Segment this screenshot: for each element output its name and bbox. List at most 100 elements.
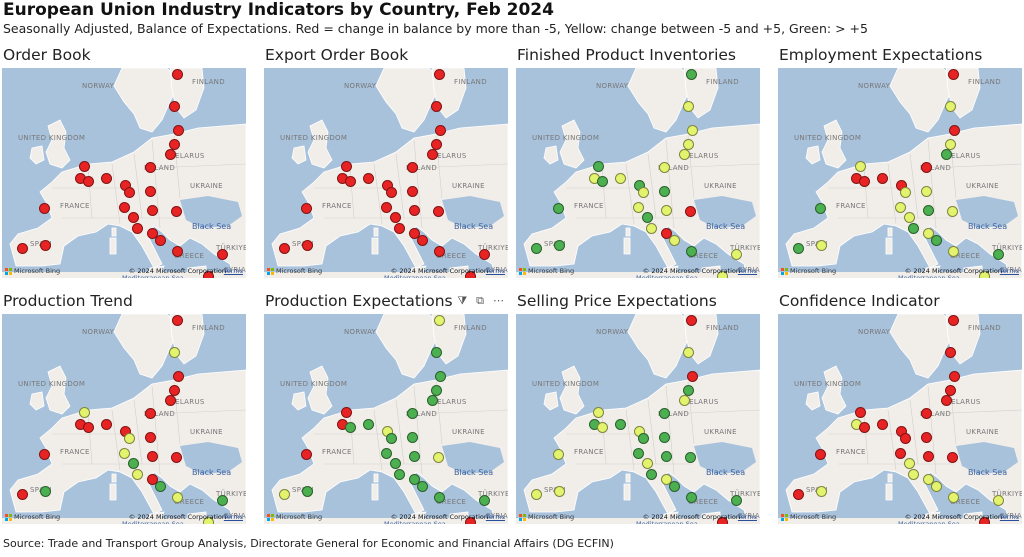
country-marker-hungary[interactable]	[146, 450, 158, 462]
country-marker-estonia[interactable]	[434, 370, 446, 382]
country-marker-estonia[interactable]	[948, 370, 960, 382]
country-marker-ireland[interactable]	[854, 406, 866, 418]
country-marker-austria[interactable]	[380, 447, 392, 459]
country-marker-sweden[interactable]	[430, 346, 442, 358]
country-marker-czechia[interactable]	[385, 186, 397, 198]
country-marker-luxembourg[interactable]	[100, 172, 112, 184]
country-marker-poland[interactable]	[406, 407, 418, 419]
country-marker-belgium[interactable]	[82, 175, 94, 187]
country-marker-slovakia[interactable]	[144, 185, 156, 197]
country-marker-lithuania[interactable]	[678, 148, 690, 160]
country-marker-lithuania[interactable]	[426, 394, 438, 406]
country-marker-france[interactable]	[38, 202, 50, 214]
country-marker-czechia[interactable]	[899, 186, 911, 198]
country-marker-poland[interactable]	[406, 161, 418, 173]
country-marker-czechia[interactable]	[899, 432, 911, 444]
country-marker-belgium[interactable]	[82, 421, 94, 433]
focus-mode-icon[interactable]: ⧉	[476, 294, 484, 307]
country-marker-belgium[interactable]	[344, 421, 356, 433]
country-marker-hungary[interactable]	[660, 450, 672, 462]
country-marker-italy[interactable]	[660, 473, 672, 485]
map-canvas[interactable]: NORWAY FINLAND UNITED KINGDOM BELARUS POLAND…	[2, 68, 246, 278]
country-marker-ireland[interactable]	[592, 160, 604, 172]
country-marker-slovakia[interactable]	[406, 431, 418, 443]
country-marker-greece[interactable]	[171, 245, 183, 257]
country-marker-luxembourg[interactable]	[362, 418, 374, 430]
country-marker-austria[interactable]	[632, 447, 644, 459]
country-marker-italy[interactable]	[660, 227, 672, 239]
map-canvas[interactable]: NORWAY FINLAND UNITED KINGDOM BELARUS POLAND…	[516, 314, 760, 524]
country-marker-belgium[interactable]	[344, 175, 356, 187]
country-marker-hungary[interactable]	[146, 204, 158, 216]
terms-link[interactable]: Terms	[223, 513, 243, 521]
country-marker-czechia[interactable]	[123, 432, 135, 444]
country-marker-slovenia[interactable]	[389, 211, 401, 223]
country-marker-estonia[interactable]	[172, 124, 184, 136]
country-marker-poland[interactable]	[658, 407, 670, 419]
country-marker-slovenia[interactable]	[641, 211, 653, 223]
country-marker-malta[interactable]	[716, 516, 728, 524]
country-marker-lithuania[interactable]	[678, 394, 690, 406]
country-marker-greece[interactable]	[433, 491, 445, 503]
country-marker-greece[interactable]	[685, 491, 697, 503]
country-marker-sweden[interactable]	[682, 100, 694, 112]
country-marker-france[interactable]	[814, 448, 826, 460]
country-marker-finland[interactable]	[171, 68, 183, 80]
country-marker-latvia[interactable]	[168, 138, 180, 150]
country-marker-hungary[interactable]	[660, 204, 672, 216]
country-marker-latvia[interactable]	[682, 138, 694, 150]
country-marker-france[interactable]	[552, 448, 564, 460]
country-marker-cyprus[interactable]	[992, 494, 1004, 506]
country-marker-sweden[interactable]	[944, 346, 956, 358]
country-marker-spain[interactable]	[39, 239, 51, 251]
country-marker-finland[interactable]	[947, 68, 959, 80]
country-marker-romania[interactable]	[907, 222, 919, 234]
country-marker-portugal[interactable]	[278, 242, 290, 254]
country-marker-belgium[interactable]	[596, 421, 608, 433]
terms-link[interactable]: Terms	[223, 267, 243, 275]
country-marker-poland[interactable]	[920, 407, 932, 419]
terms-link[interactable]: Terms	[737, 513, 757, 521]
country-marker-romania[interactable]	[645, 222, 657, 234]
country-marker-greece[interactable]	[947, 491, 959, 503]
map-canvas[interactable]: NORWAY FINLAND UNITED KINGDOM BELARUS POLAND…	[778, 68, 1022, 278]
country-marker-bulgaria[interactable]	[930, 480, 942, 492]
country-marker-malta[interactable]	[716, 270, 728, 278]
country-marker-sweden[interactable]	[168, 346, 180, 358]
country-marker-latvia[interactable]	[944, 138, 956, 150]
country-marker-latvia[interactable]	[430, 138, 442, 150]
country-marker-ireland[interactable]	[78, 406, 90, 418]
country-marker-cyprus[interactable]	[992, 248, 1004, 260]
country-marker-austria[interactable]	[118, 447, 130, 459]
map-panel[interactable]: Employment Expectations NORWAY FINLAND UNIT…	[778, 46, 1024, 286]
country-marker-italy[interactable]	[408, 473, 420, 485]
country-marker-portugal[interactable]	[16, 488, 28, 500]
country-marker-croatia[interactable]	[170, 451, 182, 463]
country-marker-lithuania[interactable]	[940, 394, 952, 406]
country-marker-bulgaria[interactable]	[154, 234, 166, 246]
country-marker-croatia[interactable]	[684, 451, 696, 463]
country-marker-spain[interactable]	[815, 485, 827, 497]
country-marker-luxembourg[interactable]	[100, 418, 112, 430]
country-marker-italy[interactable]	[922, 227, 934, 239]
country-marker-estonia[interactable]	[948, 124, 960, 136]
country-marker-greece[interactable]	[433, 245, 445, 257]
country-marker-bulgaria[interactable]	[416, 234, 428, 246]
country-marker-finland[interactable]	[433, 68, 445, 80]
country-marker-spain[interactable]	[553, 485, 565, 497]
country-marker-finland[interactable]	[685, 314, 697, 326]
country-marker-portugal[interactable]	[278, 488, 290, 500]
country-marker-slovenia[interactable]	[641, 457, 653, 469]
country-marker-portugal[interactable]	[792, 488, 804, 500]
country-marker-sweden[interactable]	[944, 100, 956, 112]
country-marker-malta[interactable]	[202, 270, 214, 278]
country-marker-slovakia[interactable]	[144, 431, 156, 443]
country-marker-malta[interactable]	[202, 516, 214, 524]
country-marker-austria[interactable]	[632, 201, 644, 213]
country-marker-romania[interactable]	[131, 222, 143, 234]
country-marker-luxembourg[interactable]	[362, 172, 374, 184]
country-marker-czechia[interactable]	[637, 432, 649, 444]
country-marker-poland[interactable]	[144, 407, 156, 419]
country-marker-spain[interactable]	[553, 239, 565, 251]
country-marker-bulgaria[interactable]	[668, 234, 680, 246]
